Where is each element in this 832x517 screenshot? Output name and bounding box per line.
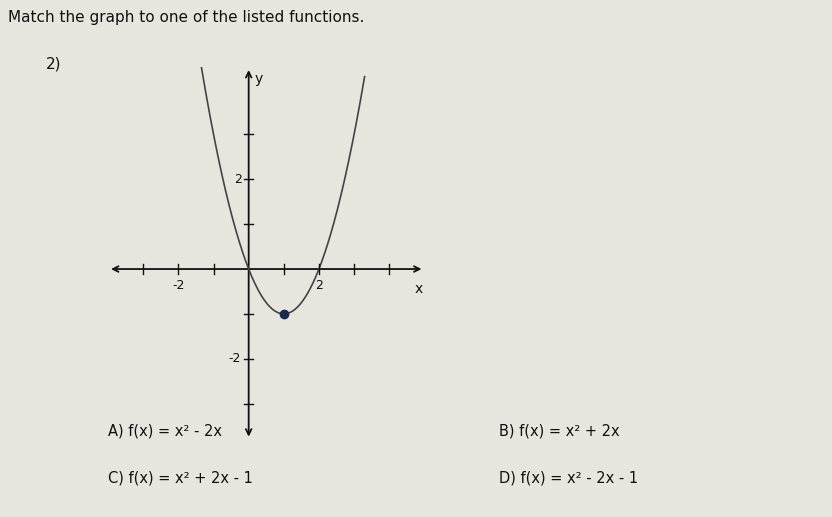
Text: D) f(x) = x² - 2x - 1: D) f(x) = x² - 2x - 1 bbox=[499, 470, 638, 485]
Text: Match the graph to one of the listed functions.: Match the graph to one of the listed fun… bbox=[8, 10, 364, 25]
Text: y: y bbox=[255, 72, 263, 86]
Text: x: x bbox=[415, 282, 423, 296]
Text: C) f(x) = x² + 2x - 1: C) f(x) = x² + 2x - 1 bbox=[108, 470, 253, 485]
Text: 2): 2) bbox=[46, 57, 62, 72]
Text: 2: 2 bbox=[235, 173, 242, 186]
Text: B) f(x) = x² + 2x: B) f(x) = x² + 2x bbox=[499, 424, 620, 439]
Text: -2: -2 bbox=[172, 279, 185, 292]
Text: 2: 2 bbox=[315, 279, 323, 292]
Text: A) f(x) = x² - 2x: A) f(x) = x² - 2x bbox=[108, 424, 222, 439]
Text: -2: -2 bbox=[229, 352, 241, 365]
